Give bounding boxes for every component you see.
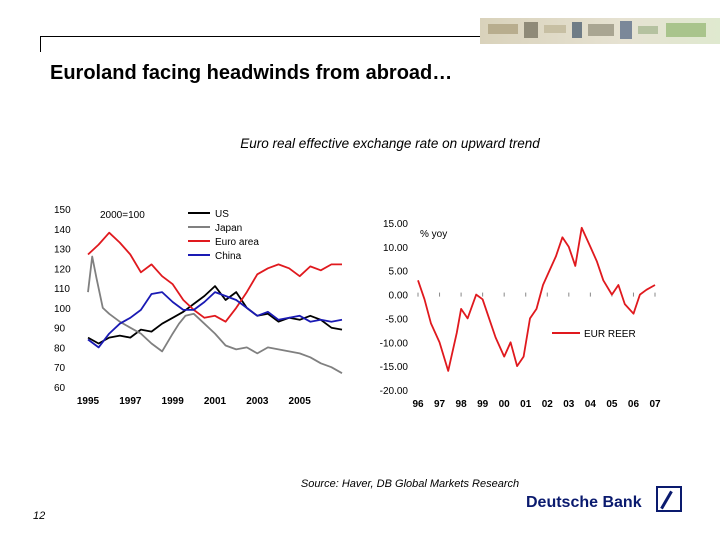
eur-reer-yoy-chart: 15.00 10.00 5.00 0.00 -5.00 -10.00 -15.00 -20.0… (380, 219, 661, 410)
y-tick-label: 70 (54, 363, 66, 374)
x-tick-label: 2001 (204, 396, 227, 407)
legend-label: China (215, 251, 242, 262)
x-tick-label: 04 (585, 399, 597, 410)
deutsche-bank-logo-text: Deutsche Bank (526, 494, 642, 511)
frame-line (40, 36, 480, 37)
y-tick-label: 60 (54, 383, 66, 394)
source-note: Source: Haver, DB Global Markets Researc… (300, 478, 520, 490)
reer-index-chart: 150 140 130 120 110 100 90 80 70 60 1995 1997 1999 20… (54, 205, 343, 407)
y-tick-label: 120 (54, 264, 71, 275)
legend-label: Euro area (215, 237, 259, 248)
y-tick-label: 100 (54, 304, 71, 315)
frame-line (40, 36, 41, 52)
x-tick-label: 07 (649, 399, 661, 410)
series-line-euro-area (87, 231, 342, 323)
x-tick-label: 03 (563, 399, 575, 410)
page-number: 12 (33, 510, 46, 522)
y-tick-label: -10.00 (380, 338, 409, 349)
legend-label: US (215, 209, 229, 220)
y-tick-label: -5.00 (385, 314, 408, 325)
x-tick-label: 99 (477, 399, 489, 410)
chart-annotation: 2000=100 (100, 210, 145, 221)
y-tick-label: 140 (54, 225, 71, 236)
y-tick-label: 0.00 (389, 291, 409, 302)
y-tick-label: 150 (54, 205, 71, 216)
series-line-us (87, 285, 343, 345)
series-line-eur-reer (417, 226, 656, 372)
y-tick-label: 110 (54, 284, 70, 295)
x-tick-label: 01 (520, 399, 532, 410)
chart-annotation: % yoy (420, 229, 447, 240)
x-tick-label: 1997 (119, 396, 142, 407)
x-tick-label: 96 (412, 399, 424, 410)
x-tick-label: 97 (434, 399, 446, 410)
x-tick-label: 98 (456, 399, 468, 410)
series-line-china (87, 291, 343, 349)
y-tick-label: 90 (54, 324, 66, 335)
y-tick-label: 10.00 (383, 243, 408, 254)
slide-subtitle: Euro real effective exchange rate on upw… (240, 136, 540, 151)
y-tick-label: -15.00 (380, 362, 409, 373)
x-tick-label: 1995 (77, 396, 100, 407)
slide-title: Euroland facing headwinds from abroad… (50, 62, 453, 84)
x-tick-label: 02 (542, 399, 554, 410)
y-tick-label: 130 (54, 245, 71, 256)
legend-label: Japan (215, 223, 242, 234)
x-tick-label: 00 (499, 399, 511, 410)
x-tick-label: 05 (606, 399, 618, 410)
x-tick-label: 06 (628, 399, 640, 410)
x-tick-label: 2005 (289, 396, 312, 407)
decorative-banner (480, 18, 720, 44)
deutsche-bank-logo-icon (656, 486, 682, 512)
x-tick-label: 1999 (162, 396, 185, 407)
x-tick-label: 2003 (246, 396, 269, 407)
y-tick-label: 80 (54, 343, 66, 354)
y-tick-label: 15.00 (383, 219, 408, 230)
y-tick-label: 5.00 (389, 267, 409, 278)
y-tick-label: -20.00 (380, 386, 409, 397)
series-line-japan (87, 255, 343, 374)
legend-label: EUR REER (584, 329, 636, 340)
